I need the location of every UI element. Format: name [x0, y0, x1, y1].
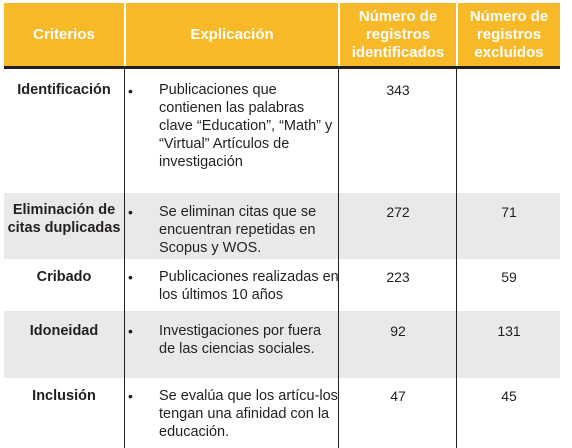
table-row: Identificación • Publicaciones que conti… [4, 69, 560, 193]
table-row: Eliminación de citas duplicadas • Se eli… [4, 193, 560, 259]
criterion-cell: Identificación [17, 82, 111, 98]
bullet: • [128, 204, 133, 220]
identified-cell: 92 [390, 323, 406, 339]
explanation-cell: Publicaciones realizadas en los últimos … [159, 269, 339, 303]
explanation-cell: Publicaciones que contienen las palabras… [159, 82, 333, 170]
excluded-cell: 131 [497, 323, 521, 339]
identified-cell: 223 [386, 269, 410, 285]
criterion-cell: Inclusión [32, 388, 96, 404]
table-header: Criterios Explicación Número de registro… [4, 3, 560, 66]
column-divider [338, 69, 339, 448]
criterion-cell: Idoneidad [29, 323, 99, 339]
header-divider [456, 3, 458, 66]
header-excluded: Número de registros excluidos [469, 7, 549, 61]
bullet: • [128, 269, 133, 285]
header-rule [4, 66, 560, 69]
table-row: Idoneidad • Investigaciones por fuera de… [4, 311, 560, 378]
bullet: • [128, 388, 133, 404]
header-criteria: Criterios [33, 25, 95, 43]
excluded-cell: 59 [501, 269, 517, 285]
column-divider [124, 69, 125, 448]
criterion-cell: Eliminación de citas duplicadas [7, 202, 121, 236]
explanation-cell: Investigaciones por fuera de las ciencia… [159, 323, 322, 357]
column-divider [456, 69, 457, 448]
header-divider [338, 3, 340, 66]
identified-cell: 343 [386, 82, 410, 98]
header-explanation: Explicación [190, 25, 274, 43]
identified-cell: 47 [390, 388, 406, 404]
identified-cell: 272 [386, 204, 410, 220]
criterion-cell: Cribado [36, 269, 92, 285]
table-row: Inclusión • Se evalúa que los artícu-los… [4, 378, 560, 448]
header-divider [124, 3, 126, 66]
explanation-cell: Se eliminan citas que se encuentran repe… [159, 204, 317, 256]
bullet: • [128, 83, 133, 99]
excluded-cell: 45 [501, 388, 517, 404]
bullet: • [128, 323, 133, 339]
criteria-table: Criterios Explicación Número de registro… [4, 3, 560, 448]
excluded-cell: 71 [501, 204, 517, 220]
explanation-cell: Se evalúa que los artícu-los tengan una … [159, 388, 338, 440]
header-identified: Número de registros identificados [351, 7, 445, 61]
table-row: Cribado • Publicaciones realizadas en lo… [4, 259, 560, 311]
